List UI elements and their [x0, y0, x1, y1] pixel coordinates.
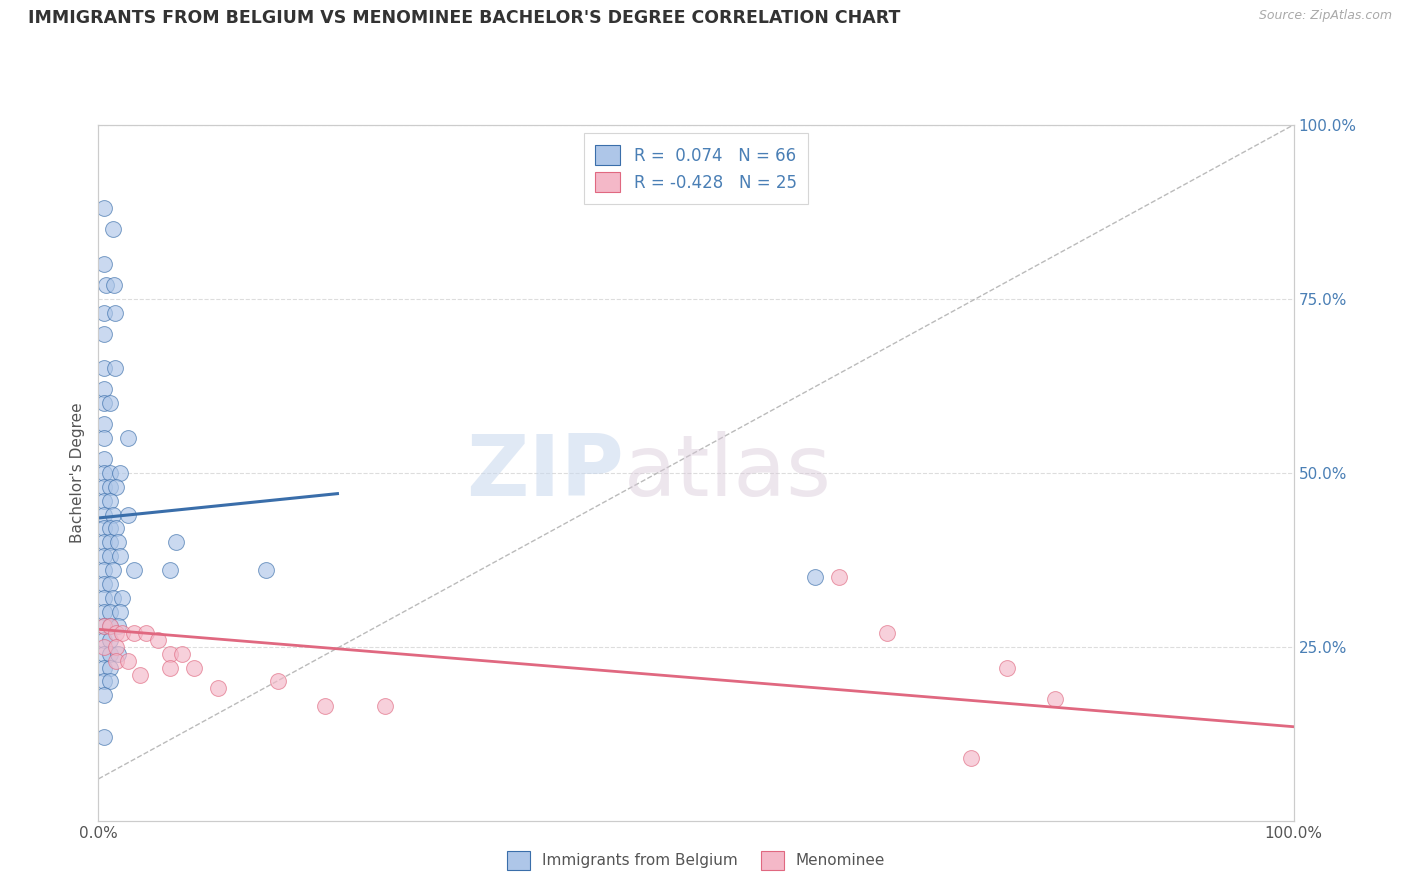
Point [108, 605, 131, 619]
Point [105, 521, 128, 535]
Text: ZIP: ZIP [467, 431, 624, 515]
Point [101, 563, 124, 577]
Point [98, 535, 122, 549]
Point [93, 632, 115, 647]
Point [93, 257, 115, 271]
Point [93, 549, 115, 564]
Point [93, 382, 115, 396]
Point [93, 640, 115, 654]
Point [93, 619, 115, 633]
Point [207, 681, 229, 696]
Point [148, 632, 170, 647]
Point [93, 689, 115, 703]
Point [98, 549, 122, 564]
Point [93, 577, 115, 591]
Point [93, 493, 115, 508]
Point [98, 619, 122, 633]
Point [105, 625, 128, 640]
Point [93, 466, 115, 480]
Point [93, 417, 115, 431]
Point [101, 508, 124, 522]
Point [93, 480, 115, 494]
Point [98, 660, 122, 674]
Point [183, 660, 205, 674]
Point [93, 431, 115, 445]
Point [98, 619, 122, 633]
Point [108, 466, 131, 480]
Point [107, 535, 129, 549]
Point [111, 591, 134, 605]
Point [165, 535, 187, 549]
Point [93, 535, 115, 549]
Point [828, 570, 851, 584]
Point [93, 660, 115, 674]
Point [93, 730, 115, 744]
Point [93, 647, 115, 661]
Point [93, 361, 115, 376]
Point [172, 647, 194, 661]
Point [94, 277, 117, 292]
Point [117, 654, 139, 668]
Point [93, 563, 115, 577]
Point [103, 277, 125, 292]
Point [995, 660, 1018, 674]
Point [98, 632, 122, 647]
Point [93, 451, 115, 466]
Point [101, 222, 124, 236]
Point [98, 480, 122, 494]
Point [93, 326, 115, 341]
Point [124, 563, 146, 577]
Legend: Immigrants from Belgium, Menominee: Immigrants from Belgium, Menominee [501, 845, 891, 876]
Point [876, 625, 898, 640]
Point [98, 466, 122, 480]
Point [159, 563, 181, 577]
Point [98, 493, 122, 508]
Point [98, 605, 122, 619]
Point [98, 396, 122, 410]
Point [129, 667, 152, 681]
Point [104, 306, 127, 320]
Point [104, 361, 127, 376]
Point [315, 698, 337, 713]
Point [98, 577, 122, 591]
Point [124, 625, 146, 640]
Point [105, 654, 128, 668]
Point [93, 202, 115, 216]
Point [93, 591, 115, 605]
Point [93, 396, 115, 410]
Point [93, 605, 115, 619]
Point [93, 619, 115, 633]
Point [254, 563, 277, 577]
Point [117, 431, 139, 445]
Point [959, 751, 981, 765]
Point [93, 521, 115, 535]
Point [98, 521, 122, 535]
Point [135, 625, 157, 640]
Point [374, 698, 396, 713]
Point [159, 647, 181, 661]
Point [105, 480, 128, 494]
Point [98, 674, 122, 689]
Point [93, 508, 115, 522]
Point [117, 508, 139, 522]
Y-axis label: Bachelor's Degree: Bachelor's Degree [70, 402, 86, 543]
Point [107, 647, 129, 661]
Point [267, 674, 290, 689]
Point [111, 625, 134, 640]
Point [108, 549, 131, 564]
Text: IMMIGRANTS FROM BELGIUM VS MENOMINEE BACHELOR'S DEGREE CORRELATION CHART: IMMIGRANTS FROM BELGIUM VS MENOMINEE BAC… [28, 9, 900, 27]
Point [93, 674, 115, 689]
Point [1043, 692, 1066, 706]
Point [159, 660, 181, 674]
Point [804, 570, 827, 584]
Point [105, 640, 128, 654]
Point [93, 306, 115, 320]
Point [98, 647, 122, 661]
Point [107, 619, 129, 633]
Point [101, 591, 124, 605]
Text: atlas: atlas [624, 431, 832, 515]
Text: Source: ZipAtlas.com: Source: ZipAtlas.com [1258, 9, 1392, 22]
